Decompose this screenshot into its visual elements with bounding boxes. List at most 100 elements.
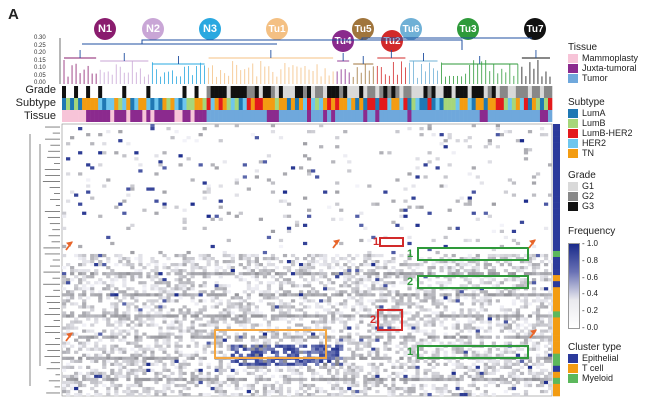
heatmap-cell: [162, 386, 167, 391]
heatmap-cell: [282, 347, 288, 351]
heatmap-cell: [170, 380, 175, 385]
heatmap-cell: [455, 139, 460, 143]
heatmap-cell: [214, 263, 219, 267]
heatmap-cell: [86, 275, 91, 279]
heatmap-cell: [142, 368, 147, 373]
heatmap-cell: [142, 371, 147, 376]
heatmap-cell: [371, 260, 376, 264]
heatmap-cell: [122, 296, 127, 300]
heatmap-cell: [467, 136, 472, 140]
heatmap-cell: [122, 272, 127, 276]
heatmap-cell: [154, 338, 159, 342]
heatmap-cell: [254, 136, 260, 140]
heatmap-cell: [443, 281, 448, 285]
heatmap-cell: [134, 272, 139, 276]
heatmap-cell: [194, 266, 199, 270]
heatmap-cell: [523, 335, 529, 339]
heatmap-cell: [527, 256, 533, 261]
heatmap-cell: [102, 281, 107, 285]
heatmap-cell: [539, 377, 545, 382]
heatmap-cell: [270, 190, 276, 194]
heatmap-cell: [343, 272, 348, 276]
heatmap-cell: [142, 359, 147, 363]
heatmap-cell: [323, 253, 328, 258]
heatmap-cell: [86, 184, 91, 188]
heatmap-cell: [126, 332, 131, 336]
heatmap-cell: [523, 377, 529, 382]
heatmap-cell: [226, 308, 231, 312]
heatmap-cell: [130, 383, 135, 388]
heatmap-cell: [230, 374, 235, 379]
heatmap-cell: [98, 133, 103, 137]
heatmap-cell: [130, 353, 135, 357]
heatmap-cell: [331, 347, 336, 351]
heatmap-cell: [66, 356, 71, 360]
grade-cell: [106, 86, 111, 98]
heatmap-cell: [363, 344, 368, 348]
subtype-cell: [278, 98, 284, 110]
heatmap-cell: [435, 314, 440, 318]
heatmap-cell: [379, 380, 384, 385]
heatmap-cell: [339, 392, 344, 397]
heatmap-cell: [222, 380, 227, 385]
heatmap-cell: [323, 284, 328, 288]
heatmap-cell: [343, 130, 348, 134]
heatmap-cell: [74, 374, 79, 379]
heatmap-cell: [174, 326, 179, 330]
heatmap-cell: [150, 368, 155, 373]
heatmap-cell: [190, 338, 195, 342]
cluster-type-legend: Cluster type Epithelial T cell Myeloid: [568, 342, 650, 383]
heatmap-cell: [411, 269, 416, 273]
heatmap-cell: [162, 314, 167, 318]
heatmap-cell: [419, 263, 424, 267]
tissue-cell: [182, 110, 187, 122]
heatmap-cell: [262, 365, 268, 369]
heatmap-cell: [294, 362, 300, 366]
subtype-cell: [451, 98, 456, 110]
heatmap-cell: [367, 287, 372, 291]
heatmap-cell: [198, 356, 203, 360]
tissue-cell: [302, 110, 308, 122]
heatmap-cell: [198, 299, 203, 303]
heatmap-cell: [218, 284, 223, 288]
heatmap-cell: [162, 287, 167, 291]
heatmap-cell: [78, 365, 83, 369]
heatmap-cell: [74, 392, 79, 397]
heatmap-cell: [246, 260, 251, 264]
heatmap-cell: [218, 217, 223, 221]
heatmap-cell: [467, 272, 472, 276]
red-box-2: [377, 309, 403, 331]
heatmap-cell: [323, 314, 328, 318]
heatmap-cell: [162, 166, 167, 170]
heatmap-cell: [270, 269, 276, 273]
heatmap-cell: [483, 350, 488, 354]
heatmap-cell: [343, 374, 348, 379]
heatmap-cell: [286, 260, 292, 264]
heatmap-cell: [158, 335, 163, 339]
heatmap-cell: [343, 368, 348, 373]
grade-cell: [134, 86, 139, 98]
heatmap-cell: [395, 130, 400, 134]
heatmap-cell: [363, 374, 368, 379]
heatmap-cell: [218, 359, 223, 363]
heatmap-cell: [246, 293, 251, 297]
heatmap-cell: [190, 332, 195, 336]
heatmap-cell: [62, 356, 67, 360]
heatmap-cell: [62, 386, 67, 391]
heatmap-cell: [274, 344, 280, 348]
heatmap-cell: [126, 142, 131, 146]
subtype-legend-title: Subtype: [568, 97, 605, 108]
heatmap-cell: [174, 130, 179, 134]
heatmap-cell: [535, 314, 541, 318]
heatmap-cell: [226, 260, 231, 264]
legend-item-her2: HER2: [568, 138, 650, 148]
heatmap-cell: [423, 377, 428, 382]
heatmap-cell: [134, 362, 139, 366]
heatmap-cell: [427, 323, 432, 327]
heatmap-cell: [523, 332, 529, 336]
heatmap-cell: [479, 341, 484, 345]
heatmap-cell: [122, 154, 127, 158]
heatmap-cell: [194, 350, 199, 354]
heatmap-cell: [142, 290, 147, 294]
heatmap-cell: [250, 344, 255, 348]
